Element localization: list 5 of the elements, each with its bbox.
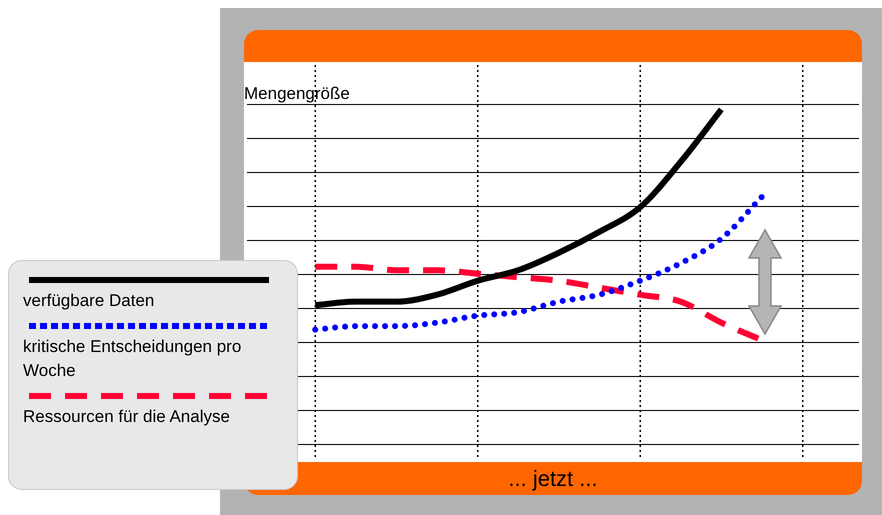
y-axis-title: Mengengröße: [244, 84, 350, 104]
legend-label: verfügbare Daten: [23, 290, 156, 312]
legend-label: Ressourcen für die Analyse: [23, 406, 231, 428]
legend-label: kritische Entscheidungen pro Woche: [23, 336, 242, 382]
text: ... jetzt ...: [507, 466, 599, 492]
